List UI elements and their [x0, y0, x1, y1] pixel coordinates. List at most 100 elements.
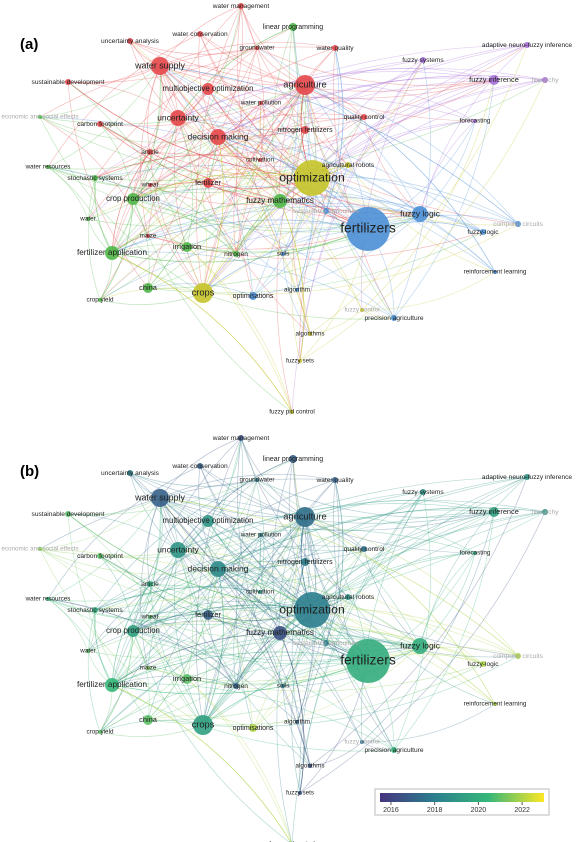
- edge: [99, 198, 134, 301]
- edge: [149, 47, 258, 186]
- edge: [159, 497, 284, 687]
- edge: [202, 516, 306, 726]
- edge: [202, 79, 546, 294]
- edge: [132, 620, 281, 634]
- edge: [207, 182, 237, 255]
- edge: [39, 65, 161, 118]
- node-label: fertilizers: [340, 220, 396, 236]
- node-label: sustainable agriculture: [293, 208, 359, 215]
- node: [148, 615, 152, 619]
- node: [233, 251, 239, 257]
- node: [493, 702, 497, 706]
- node: [147, 581, 153, 587]
- edge: [94, 583, 151, 611]
- node: [151, 57, 169, 75]
- edge: [276, 129, 306, 413]
- edge: [111, 683, 395, 751]
- edge: [47, 497, 161, 600]
- edge: [252, 26, 299, 297]
- edge: [111, 252, 293, 413]
- node: [46, 165, 50, 169]
- edge: [252, 645, 421, 729]
- node-label: carbon footprint: [77, 121, 123, 128]
- edge: [67, 513, 313, 611]
- node: [210, 129, 226, 145]
- node: [202, 83, 214, 95]
- edge: [361, 511, 495, 743]
- edge: [217, 507, 546, 570]
- panel-label: (b): [20, 463, 39, 480]
- node-label: water quality: [315, 477, 354, 484]
- edge: [202, 223, 519, 296]
- edge: [279, 200, 305, 362]
- node-label: hierarchy: [531, 77, 559, 84]
- edge: [140, 497, 161, 669]
- edge: [291, 491, 424, 842]
- node-label: nitrogen fertilizers: [277, 559, 333, 566]
- node-label: fuzzy logic: [400, 640, 440, 650]
- edge: [111, 151, 151, 254]
- node-label: precision agriculture: [364, 747, 423, 754]
- panel-label: (a): [20, 36, 38, 53]
- node-label: decision making: [188, 563, 249, 573]
- edge: [291, 59, 424, 413]
- edge: [177, 26, 294, 119]
- edge: [279, 195, 421, 215]
- edge: [259, 159, 421, 215]
- node-label: carbon footprint: [77, 553, 123, 560]
- node-label: soils: [277, 683, 290, 690]
- edge: [132, 630, 292, 842]
- node-label: fuzzy pid control: [269, 409, 315, 416]
- edge: [47, 598, 313, 626]
- edge: [207, 5, 242, 90]
- edge: [99, 516, 306, 733]
- edge: [159, 65, 313, 179]
- edge: [132, 630, 290, 842]
- edge: [311, 59, 424, 179]
- edge: [87, 47, 336, 220]
- node-label: water pollution: [240, 532, 282, 539]
- node-label: fuzzy systems: [402, 489, 444, 496]
- node-label: water supply: [134, 60, 185, 70]
- node-label: fertilizer application: [77, 680, 148, 689]
- edge: [149, 600, 313, 618]
- edge: [47, 166, 89, 220]
- node-label: fuzzy-logic: [467, 661, 499, 668]
- node: [345, 594, 351, 600]
- edge: [67, 513, 188, 680]
- edge: [159, 497, 306, 563]
- edge: [207, 534, 262, 616]
- edge: [177, 117, 421, 215]
- edge: [347, 164, 496, 273]
- edge: [217, 44, 528, 138]
- node-label: economic and social effects: [1, 114, 78, 121]
- edge: [393, 59, 431, 319]
- edge: [252, 164, 349, 297]
- node: [301, 126, 309, 134]
- node: [233, 683, 239, 689]
- edge: [202, 84, 306, 294]
- edge: [111, 251, 395, 319]
- node-label: cultivation: [246, 157, 274, 164]
- node: [182, 242, 192, 252]
- node-label: sustainable development: [32, 79, 105, 86]
- node: [202, 515, 214, 527]
- edge: [217, 509, 495, 570]
- node-label: agricultural robots: [322, 594, 375, 601]
- edge: [159, 65, 219, 138]
- node-label: article: [141, 581, 159, 588]
- node: [65, 79, 71, 85]
- edge: [111, 637, 421, 686]
- edge: [87, 479, 336, 652]
- edge: [199, 33, 369, 230]
- edge: [94, 47, 258, 179]
- edge: [186, 116, 365, 248]
- edge: [240, 5, 349, 166]
- edge: [87, 491, 424, 652]
- edge: [111, 200, 281, 254]
- edge: [129, 40, 369, 230]
- edge: [132, 630, 237, 687]
- edge: [67, 81, 313, 179]
- edge: [279, 629, 484, 665]
- edge: [87, 177, 101, 301]
